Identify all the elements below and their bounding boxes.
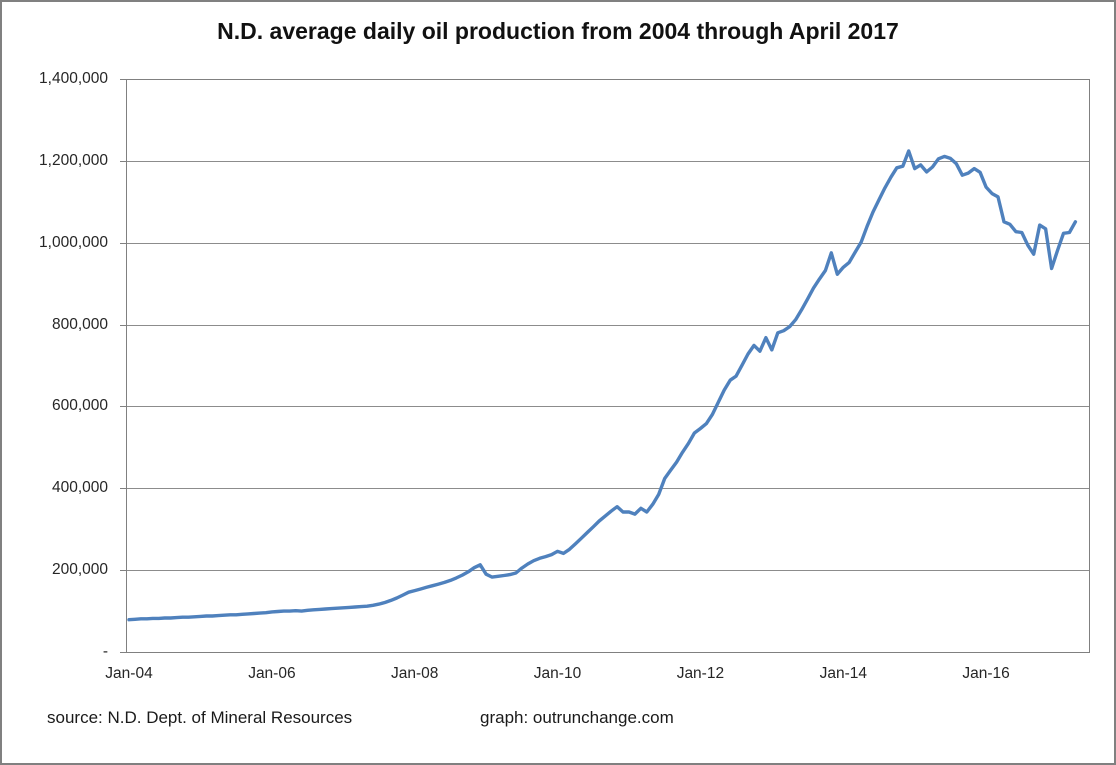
chart-title: N.D. average daily oil production from 2…	[217, 18, 899, 44]
x-axis-label: Jan-10	[533, 665, 582, 682]
y-axis-label: 1,000,000	[39, 233, 108, 251]
y-axis-label: 600,000	[51, 397, 108, 415]
y-axis-label: 1,400,000	[39, 70, 108, 87]
y-axis-label: 400,000	[51, 479, 108, 497]
x-axis-label: Jan-08	[390, 665, 439, 682]
gridlines	[126, 79, 1089, 571]
y-axis-label: 800,000	[51, 315, 108, 333]
x-axis-label: Jan-12	[676, 665, 725, 682]
y-axis-label: -	[102, 643, 108, 660]
y-axis-label: 1,200,000	[39, 151, 108, 169]
production-series-line	[127, 149, 1078, 622]
graph-credit: graph: outrunchange.com	[480, 708, 674, 727]
x-axis-label: Jan-14	[819, 665, 867, 682]
plot-area-border	[126, 79, 1090, 653]
y-axis-tick-marks	[120, 79, 126, 653]
x-axis-label: Jan-06	[248, 665, 296, 682]
x-axis-label: Jan-16	[962, 665, 1010, 682]
source-credit: source: N.D. Dept. of Mineral Resources	[47, 708, 353, 727]
x-axis-label: Jan-04	[105, 665, 153, 682]
y-axis-label: 200,000	[51, 561, 108, 579]
